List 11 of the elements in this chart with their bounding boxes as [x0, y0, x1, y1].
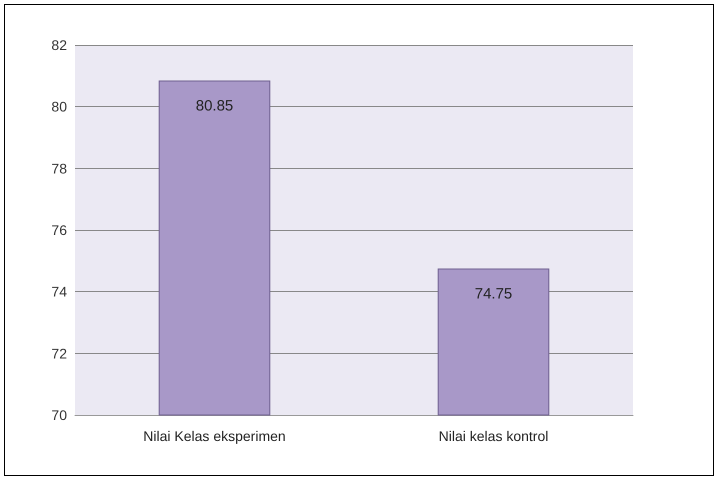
x-tick-label: Nilai kelas kontrol: [438, 428, 548, 444]
y-tick-label: 72: [51, 345, 68, 362]
data-label: 80.85: [196, 97, 234, 114]
y-tick-label: 78: [51, 160, 68, 176]
y-tick-label: 82: [51, 37, 68, 53]
data-label: 74.75: [474, 286, 512, 303]
y-tick-label: 80: [51, 98, 68, 115]
y-tick-label: 74: [51, 284, 68, 300]
y-tick-label: 70: [51, 407, 68, 423]
x-tick-label: Nilai Kelas eksperimen: [143, 428, 286, 444]
y-tick-label: 76: [51, 222, 68, 238]
